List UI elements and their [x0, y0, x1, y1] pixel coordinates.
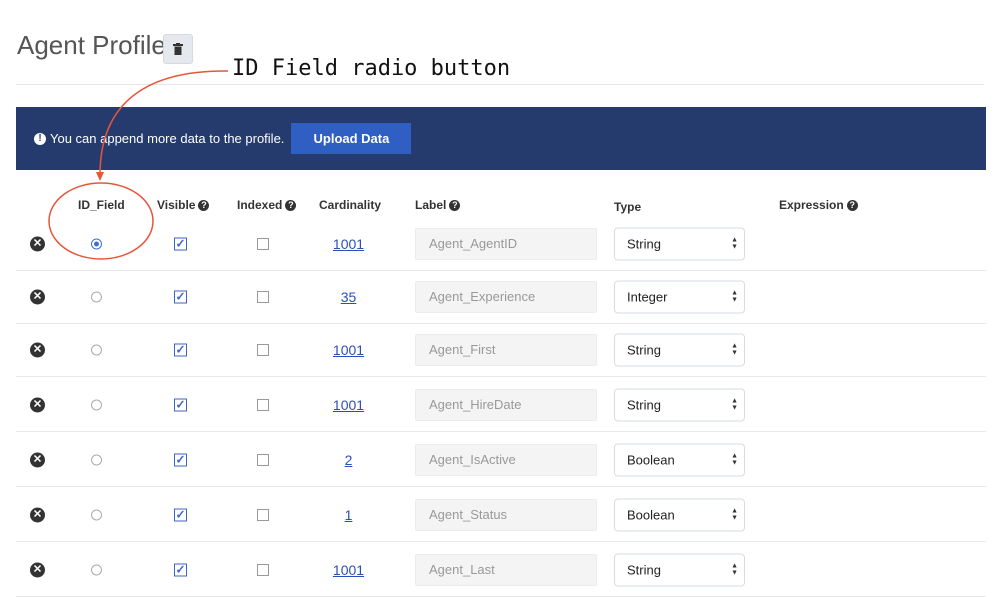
type-select[interactable]: String ▲ ▼: [614, 553, 745, 586]
info-icon: !: [34, 132, 46, 145]
col-cardinality: Cardinality: [319, 198, 382, 212]
annotation-circle: [48, 182, 154, 260]
label-input[interactable]: Agent_Experience: [415, 280, 597, 313]
type-value: Boolean: [627, 452, 675, 467]
col-label-label: Label: [415, 198, 447, 212]
cardinality-link[interactable]: 1001: [332, 235, 365, 252]
col-type: Type: [614, 200, 642, 214]
type-value: String: [627, 236, 661, 251]
trash-icon: [173, 43, 183, 55]
select-arrows-icon: ▲ ▼: [731, 289, 738, 303]
visible-checkbox[interactable]: ✓: [174, 236, 187, 250]
id-field-radio[interactable]: [91, 238, 102, 249]
annotation-label: ID Field radio button: [232, 56, 511, 81]
label-input[interactable]: Agent_Status: [415, 498, 597, 531]
visible-checkbox[interactable]: ✓: [174, 397, 187, 411]
visible-checkbox[interactable]: ✓: [174, 452, 187, 466]
type-select[interactable]: String ▲ ▼: [614, 388, 745, 421]
label-input[interactable]: Agent_First: [415, 333, 597, 366]
label-input[interactable]: Agent_Last: [415, 553, 597, 586]
id-field-radio[interactable]: [91, 509, 102, 520]
remove-row-icon[interactable]: ✕: [30, 289, 45, 304]
col-indexed-label: Indexed: [237, 198, 283, 212]
id-field-radio[interactable]: [91, 344, 102, 355]
table-row: ✕ ✓ 35 Agent_Experience Integer ▲ ▼: [16, 270, 986, 324]
label-input[interactable]: Agent_AgentID: [415, 227, 597, 260]
delete-profile-button[interactable]: [163, 34, 193, 64]
id-field-radio[interactable]: [91, 564, 102, 575]
type-select[interactable]: Integer ▲ ▼: [614, 280, 745, 313]
cardinality-link[interactable]: 1001: [332, 561, 365, 578]
indexed-checkbox[interactable]: [257, 290, 269, 303]
visible-checkbox[interactable]: ✓: [174, 562, 187, 576]
help-icon[interactable]: ?: [198, 200, 210, 212]
label-input[interactable]: Agent_IsActive: [415, 443, 597, 476]
visible-checkbox[interactable]: ✓: [174, 342, 187, 356]
select-arrows-icon: ▲ ▼: [731, 562, 738, 576]
divider: [16, 84, 984, 85]
remove-row-icon[interactable]: ✕: [30, 236, 45, 251]
cardinality-link[interactable]: 1: [344, 506, 353, 523]
col-visible-label: Visible: [157, 198, 196, 212]
col-id-field: ID_Field: [78, 198, 125, 212]
col-expression-label: Expression: [779, 198, 844, 212]
id-field-radio[interactable]: [91, 454, 102, 465]
cardinality-link[interactable]: 35: [340, 288, 357, 305]
indexed-checkbox[interactable]: [257, 563, 269, 576]
type-value: String: [627, 397, 661, 412]
id-field-radio[interactable]: [91, 399, 102, 410]
help-icon[interactable]: ?: [846, 200, 858, 212]
type-value: String: [627, 342, 661, 357]
visible-checkbox[interactable]: ✓: [174, 507, 187, 521]
cardinality-link[interactable]: 1001: [332, 396, 365, 413]
type-select[interactable]: Boolean ▲ ▼: [614, 443, 745, 476]
table-row: ✕ ✓ 1001 Agent_Last String ▲ ▼: [16, 543, 986, 597]
cardinality-link[interactable]: 2: [344, 451, 353, 468]
label-input[interactable]: Agent_HireDate: [415, 388, 597, 421]
select-arrows-icon: ▲ ▼: [731, 507, 738, 521]
remove-row-icon[interactable]: ✕: [30, 397, 45, 412]
annotation-overlay: [48, 70, 229, 260]
indexed-checkbox[interactable]: [257, 237, 269, 250]
id-field-radio[interactable]: [91, 291, 102, 302]
col-expression: Expression?: [779, 198, 858, 212]
table-row: ✕ ✓ 1 Agent_Status Boolean ▲ ▼: [16, 488, 986, 542]
remove-row-icon[interactable]: ✕: [30, 452, 45, 467]
arrow-head-icon: [96, 172, 104, 181]
help-icon[interactable]: ?: [285, 200, 297, 212]
indexed-checkbox[interactable]: [257, 343, 269, 356]
table-row: ✕ ✓ 1001 Agent_First String ▲ ▼: [16, 323, 986, 377]
col-indexed: Indexed?: [237, 198, 297, 212]
indexed-checkbox[interactable]: [257, 398, 269, 411]
banner-message: You can append more data to the profile.: [50, 131, 285, 146]
table-row: ✕ ✓ 1001 Agent_AgentID String ▲ ▼: [16, 217, 986, 271]
remove-row-icon[interactable]: ✕: [30, 562, 45, 577]
upload-data-button[interactable]: Upload Data: [291, 123, 412, 154]
indexed-checkbox[interactable]: [257, 508, 269, 521]
indexed-checkbox[interactable]: [257, 453, 269, 466]
select-arrows-icon: ▲ ▼: [731, 342, 738, 356]
annotation-arrow: [99, 70, 229, 176]
page-title: Agent Profile: [17, 30, 166, 60]
visible-checkbox[interactable]: ✓: [174, 289, 187, 303]
select-arrows-icon: ▲ ▼: [731, 236, 738, 250]
table-row: ✕ ✓ 2 Agent_IsActive Boolean ▲ ▼: [16, 433, 986, 487]
type-value: Integer: [627, 289, 668, 304]
info-banner: ! You can append more data to the profil…: [16, 107, 986, 170]
select-arrows-icon: ▲ ▼: [731, 452, 738, 466]
type-select[interactable]: String ▲ ▼: [614, 333, 745, 366]
type-value: Boolean: [627, 507, 675, 522]
col-label: Label?: [415, 198, 461, 212]
remove-row-icon[interactable]: ✕: [30, 342, 45, 357]
table-row: ✕ ✓ 1001 Agent_HireDate String ▲ ▼: [16, 378, 986, 432]
col-visible: Visible?: [157, 198, 210, 212]
remove-row-icon[interactable]: ✕: [30, 507, 45, 522]
type-value: String: [627, 562, 661, 577]
type-select[interactable]: String ▲ ▼: [614, 227, 745, 260]
cardinality-link[interactable]: 1001: [332, 341, 365, 358]
help-icon[interactable]: ?: [449, 200, 461, 212]
select-arrows-icon: ▲ ▼: [731, 397, 738, 411]
type-select[interactable]: Boolean ▲ ▼: [614, 498, 745, 531]
